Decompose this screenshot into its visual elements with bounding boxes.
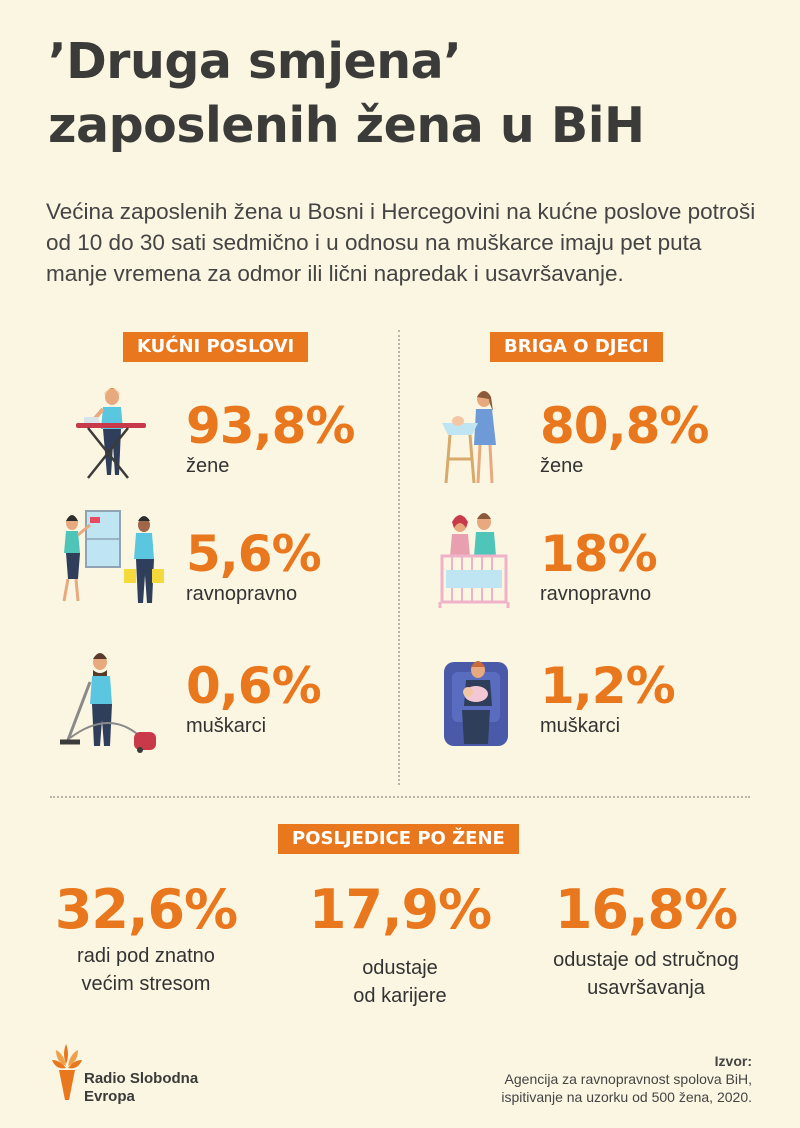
man-vacuuming-icon xyxy=(60,653,156,753)
logo-line-2: Evropa xyxy=(84,1088,135,1105)
couple-cleaning-window-icon xyxy=(62,510,164,603)
stat-childcare-women: 80,8% žene xyxy=(540,397,709,478)
logo-line-1: Radio Slobodna xyxy=(84,1070,199,1087)
vertical-divider xyxy=(398,330,400,785)
stat-housework-equal: 5,6% ravnopravno xyxy=(186,525,322,606)
stat-label-line: odustaje xyxy=(362,957,438,979)
stat-label-line: od karijere xyxy=(353,985,447,1007)
stat-childcare-men: 1,2% muškarci xyxy=(540,657,676,738)
stat-label-line: radi pod znatno xyxy=(77,945,215,967)
title-line-1: ’Druga smjena’ xyxy=(48,33,462,90)
stat-consequence-training: 16,8% odustaje od stručnog usavršavanja xyxy=(526,880,766,1002)
stat-label: žene xyxy=(186,455,230,477)
parents-at-crib-icon xyxy=(438,513,510,608)
stat-value: 18% xyxy=(540,525,658,583)
woman-ironing-icon xyxy=(76,388,146,479)
horizontal-divider xyxy=(50,796,750,798)
stat-consequence-stress: 32,6% radi pod znatno većim stresom xyxy=(26,880,266,998)
stat-label-line: odustaje od stručnog xyxy=(553,949,739,971)
stat-consequence-career: 17,9% odustaje od karijere xyxy=(280,880,520,1010)
intro-text: Većina zaposlenih žena u Bosni i Hercego… xyxy=(46,199,756,286)
stat-label: odustaje od karijere xyxy=(280,954,520,1010)
page-title: ’Druga smjena’ zaposlenih žena u BiH xyxy=(48,30,748,158)
mother-bathing-baby-icon xyxy=(442,391,496,484)
stat-value: 17,9% xyxy=(308,878,492,941)
stat-value: 1,2% xyxy=(540,657,676,715)
section-tag-childcare: BRIGA O DJECI xyxy=(490,332,663,362)
stat-label-line: usavršavanja xyxy=(587,977,705,999)
stat-value: 5,6% xyxy=(186,525,322,583)
source-line-1: Agencija za ravnopravnost spolova BiH, xyxy=(504,1071,752,1087)
stat-value: 32,6% xyxy=(54,878,238,941)
stat-childcare-equal: 18% ravnopravno xyxy=(540,525,658,606)
source-note: Izvor: Agencija za ravnopravnost spolova… xyxy=(501,1052,752,1106)
stat-label: muškarci xyxy=(540,715,621,737)
stat-housework-men: 0,6% muškarci xyxy=(186,657,322,738)
title-line-2: zaposlenih žena u BiH xyxy=(48,97,645,154)
source-heading: Izvor: xyxy=(714,1053,752,1069)
stat-label: odustaje od stručnog usavršavanja xyxy=(526,946,766,1002)
father-holding-baby-icon xyxy=(444,661,508,746)
stat-label: radi pod znatno većim stresom xyxy=(26,942,266,998)
source-line-2: ispitivanje na uzorku od 500 žena, 2020. xyxy=(501,1089,752,1105)
section-tag-consequences: POSLJEDICE PO ŽENE xyxy=(278,824,519,854)
stat-housework-women: 93,8% žene xyxy=(186,397,355,478)
section-tag-housework: KUĆNI POSLOVI xyxy=(123,332,309,362)
stat-label: muškarci xyxy=(186,715,267,737)
stat-value: 16,8% xyxy=(554,878,738,941)
stat-label: žene xyxy=(540,455,584,477)
stat-value: 93,8% xyxy=(186,397,355,455)
stat-label: ravnopravno xyxy=(186,583,298,605)
rse-torch-logo-icon xyxy=(52,1044,82,1100)
stat-value: 0,6% xyxy=(186,657,322,715)
logo-text: Radio Slobodna Evropa xyxy=(84,1070,198,1106)
stat-label: ravnopravno xyxy=(540,583,652,605)
stat-value: 80,8% xyxy=(540,397,709,455)
stat-label-line: većim stresom xyxy=(81,973,211,995)
